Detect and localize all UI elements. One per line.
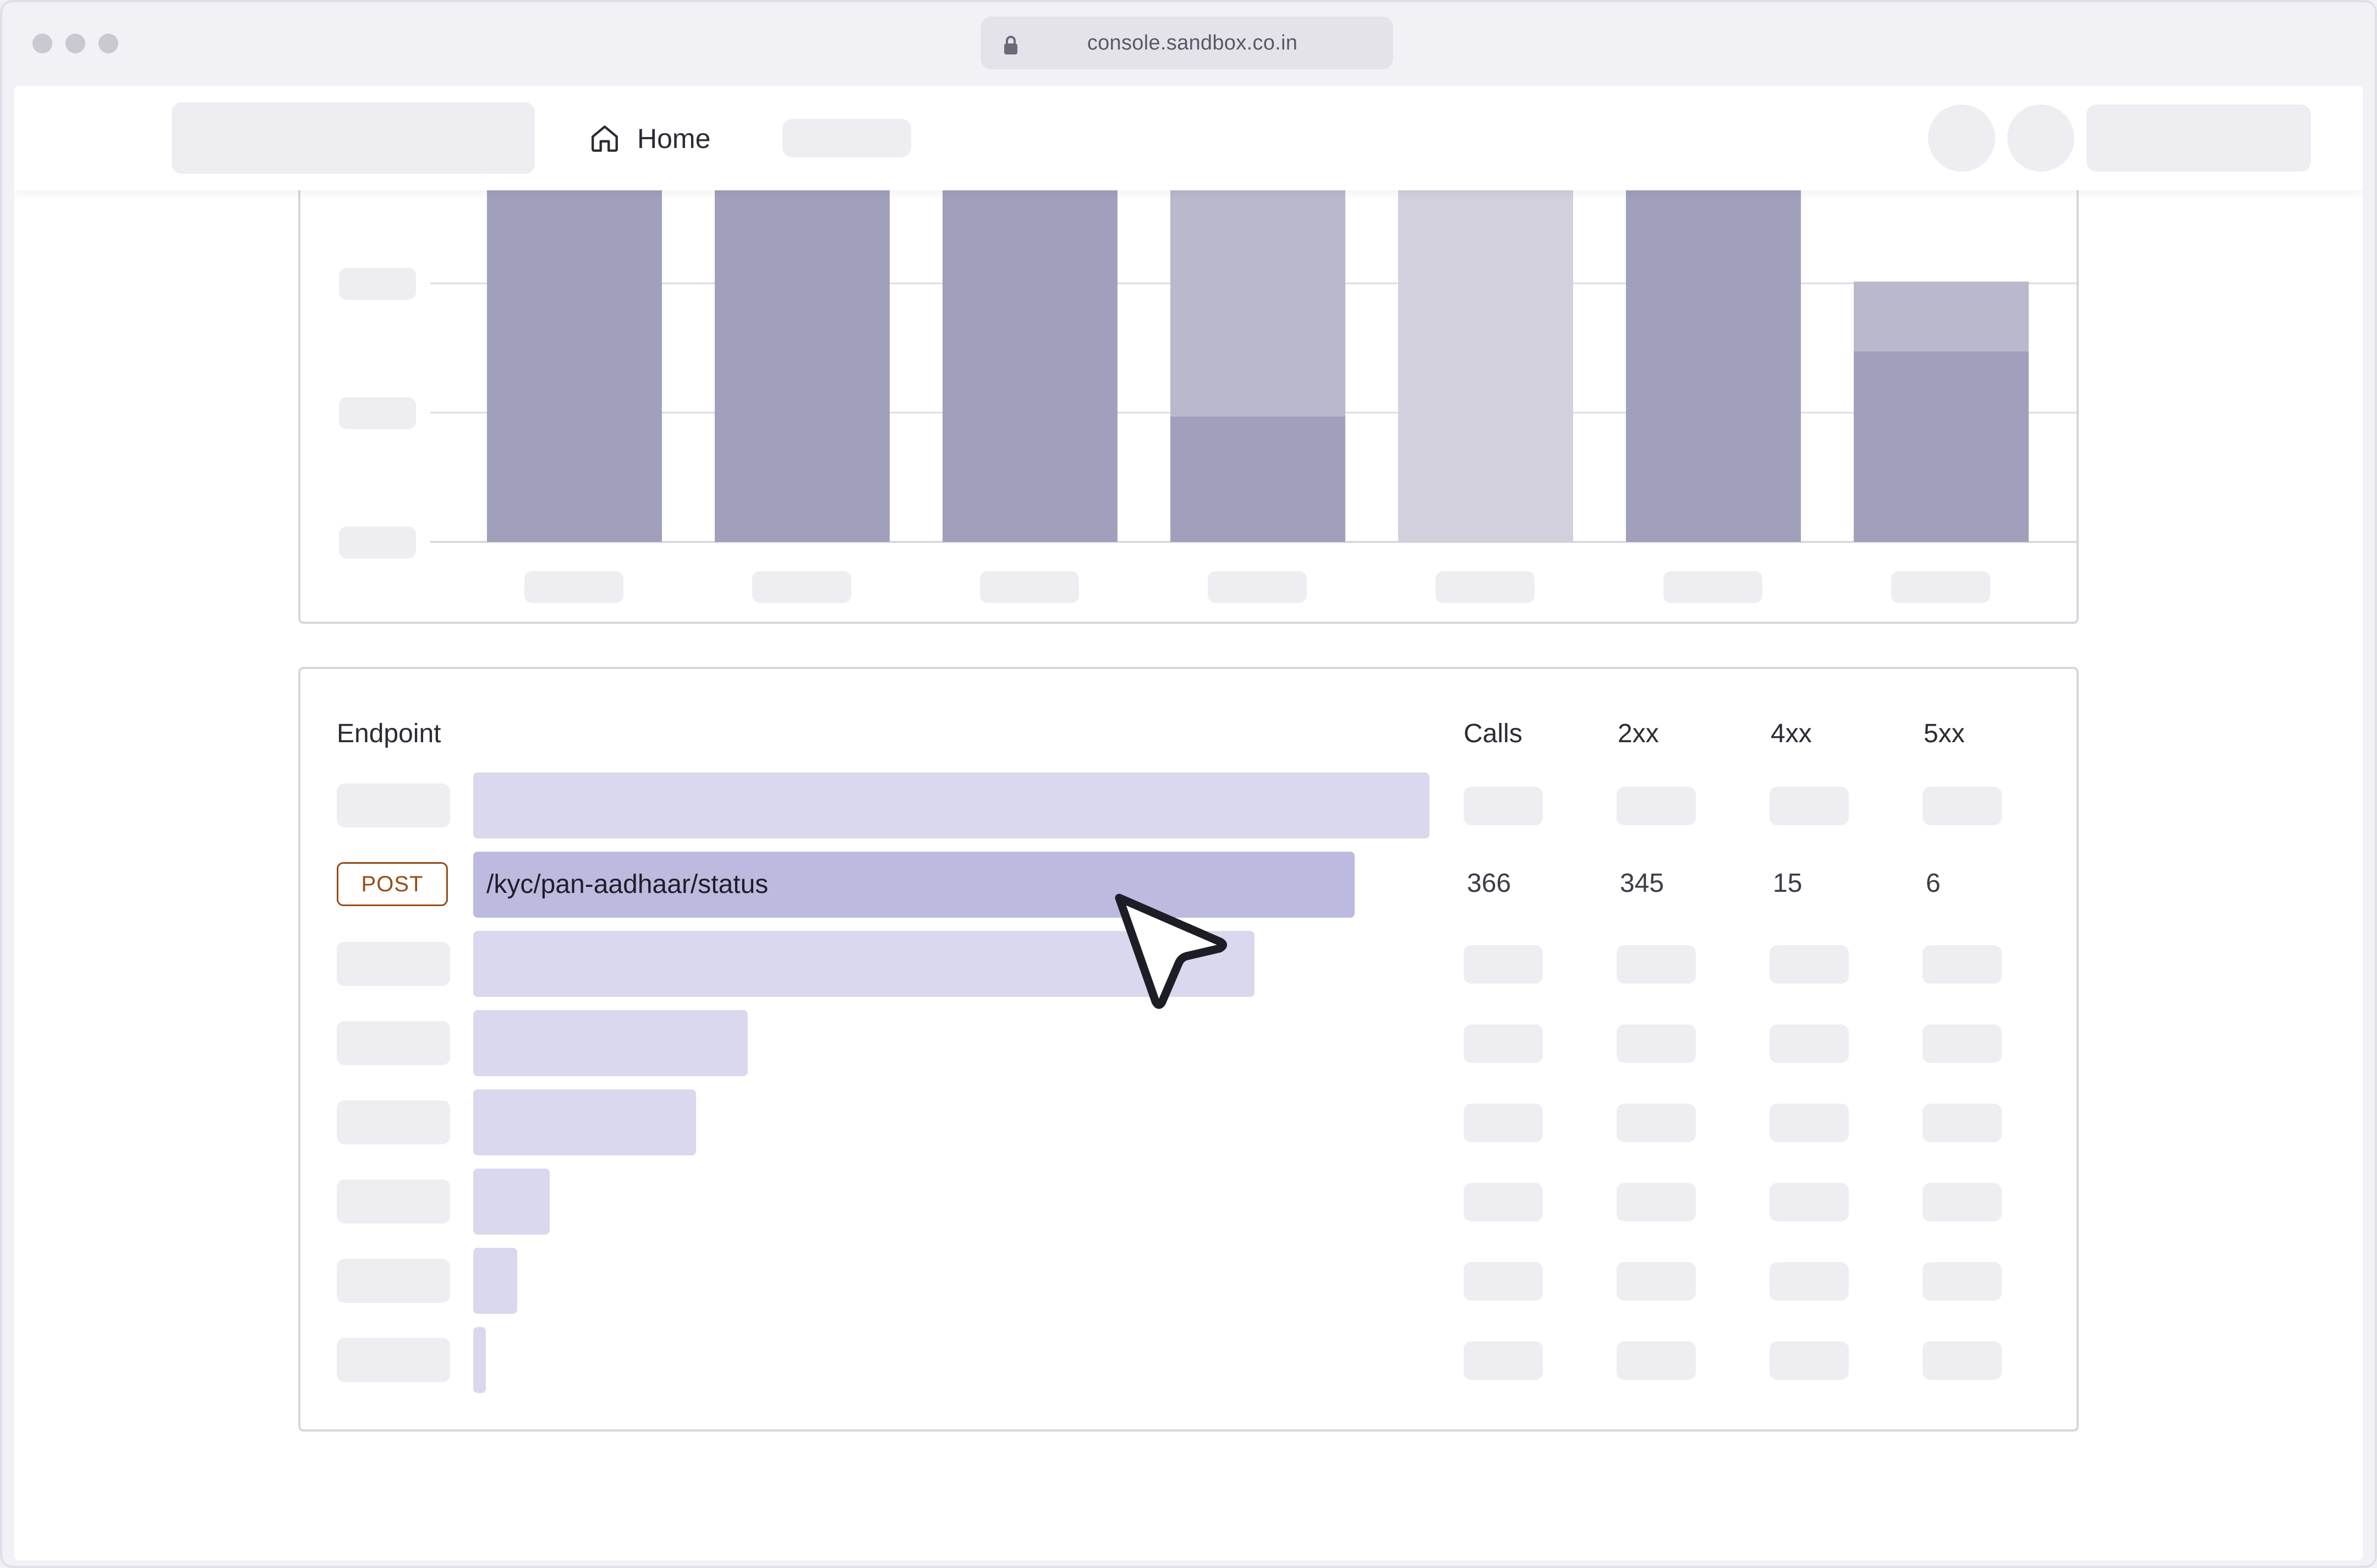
mouse-cursor-icon xyxy=(1115,893,1227,1009)
5xx-value-placeholder xyxy=(1923,1262,2002,1301)
endpoint-bar[interactable] xyxy=(473,1010,748,1076)
method-placeholder xyxy=(337,942,450,986)
highlighted-row-2xx: 345 xyxy=(1620,869,1664,898)
window-maximize-dot[interactable] xyxy=(98,34,118,53)
endpoint-bar[interactable] xyxy=(473,1169,550,1235)
nav-home-label: Home xyxy=(637,123,711,154)
2xx-value-placeholder xyxy=(1617,787,1696,825)
5xx-value-placeholder xyxy=(1923,1341,2002,1380)
calls-value-placeholder xyxy=(1464,945,1543,984)
endpoint-bar[interactable] xyxy=(473,772,1430,838)
chart-bar-segment xyxy=(1854,351,2029,542)
address-bar[interactable]: console.sandbox.co.in xyxy=(981,17,1393,69)
column-header-5xx: 5xx xyxy=(1924,719,1965,748)
5xx-value-placeholder xyxy=(1923,787,2002,825)
endpoint-bar[interactable] xyxy=(473,1248,517,1314)
column-header-endpoint: Endpoint xyxy=(337,719,441,748)
calls-value-placeholder xyxy=(1464,1104,1543,1142)
method-placeholder xyxy=(337,1338,450,1382)
2xx-value-placeholder xyxy=(1617,1183,1696,1221)
calls-value-placeholder xyxy=(1464,1341,1543,1380)
4xx-value-placeholder xyxy=(1770,787,1849,825)
url-text: console.sandbox.co.in xyxy=(1087,31,1298,54)
calls-value-placeholder xyxy=(1464,1262,1543,1301)
5xx-value-placeholder xyxy=(1923,1024,2002,1063)
logo-placeholder xyxy=(172,102,535,174)
x-axis-tick-label-placeholder xyxy=(980,571,1079,603)
2xx-value-placeholder xyxy=(1617,1104,1696,1142)
top-navigation: Home xyxy=(14,86,2363,190)
highlighted-row-5xx: 6 xyxy=(1926,869,1941,898)
5xx-value-placeholder xyxy=(1923,945,2002,984)
page-content: Home Endpoint Calls 2xx 4xx 5xx /kyc/pan… xyxy=(14,86,2363,1560)
method-badge: POST xyxy=(337,862,448,906)
endpoint-bar[interactable] xyxy=(473,1089,696,1155)
4xx-value-placeholder xyxy=(1770,1262,1849,1301)
y-axis-tick-label-placeholder xyxy=(339,527,416,558)
2xx-value-placeholder xyxy=(1617,945,1696,984)
highlighted-row-calls: 366 xyxy=(1467,869,1511,898)
method-placeholder xyxy=(337,1259,450,1303)
x-axis-tick-label-placeholder xyxy=(1663,571,1762,603)
2xx-value-placeholder xyxy=(1617,1024,1696,1063)
x-axis-tick-label-placeholder xyxy=(524,571,623,603)
window-minimize-dot[interactable] xyxy=(65,34,85,53)
endpoint-bar[interactable] xyxy=(473,1327,486,1393)
nav-icon-button-placeholder[interactable] xyxy=(1928,105,1995,172)
method-placeholder xyxy=(337,783,450,827)
5xx-value-placeholder xyxy=(1923,1183,2002,1221)
nav-home-link[interactable]: Home xyxy=(589,119,710,158)
method-placeholder xyxy=(337,1100,450,1144)
nav-account-placeholder[interactable] xyxy=(2086,105,2311,172)
endpoint-table-card: Endpoint Calls 2xx 4xx 5xx /kyc/pan-aadh… xyxy=(298,667,2079,1432)
highlighted-row-4xx: 15 xyxy=(1773,869,1803,898)
endpoint-bar-highlighted[interactable]: /kyc/pan-aadhaar/status xyxy=(473,852,1355,918)
4xx-value-placeholder xyxy=(1770,1104,1849,1142)
column-header-4xx: 4xx xyxy=(1771,719,1812,748)
window-close-dot[interactable] xyxy=(32,34,52,53)
2xx-value-placeholder xyxy=(1617,1262,1696,1301)
nav-avatar-placeholder[interactable] xyxy=(2007,105,2074,172)
column-header-2xx: 2xx xyxy=(1618,719,1659,748)
lock-icon xyxy=(1004,36,1017,54)
4xx-value-placeholder xyxy=(1770,945,1849,984)
2xx-value-placeholder xyxy=(1617,1341,1696,1380)
method-placeholder xyxy=(337,1021,450,1065)
y-axis-tick-label-placeholder xyxy=(339,397,416,429)
home-icon xyxy=(591,125,618,152)
calls-value-placeholder xyxy=(1464,787,1543,825)
x-axis-tick-label-placeholder xyxy=(1891,571,1990,603)
calls-value-placeholder xyxy=(1464,1024,1543,1063)
method-placeholder xyxy=(337,1180,450,1224)
4xx-value-placeholder xyxy=(1770,1024,1849,1063)
4xx-value-placeholder xyxy=(1770,1183,1849,1221)
x-axis-tick-label-placeholder xyxy=(752,571,851,603)
column-header-calls: Calls xyxy=(1464,719,1522,748)
endpoint-bar[interactable] xyxy=(473,931,1255,997)
chart-bar-segment xyxy=(1170,416,1345,542)
nav-item-placeholder[interactable] xyxy=(782,119,911,157)
chart-bar-segment xyxy=(1854,281,2029,352)
y-axis-tick-label-placeholder xyxy=(339,268,416,300)
x-axis-tick-label-placeholder xyxy=(1208,571,1307,603)
calls-value-placeholder xyxy=(1464,1183,1543,1221)
4xx-value-placeholder xyxy=(1770,1341,1849,1380)
endpoint-path-label: /kyc/pan-aadhaar/status xyxy=(486,870,769,899)
5xx-value-placeholder xyxy=(1923,1104,2002,1142)
x-axis-tick-label-placeholder xyxy=(1436,571,1535,603)
